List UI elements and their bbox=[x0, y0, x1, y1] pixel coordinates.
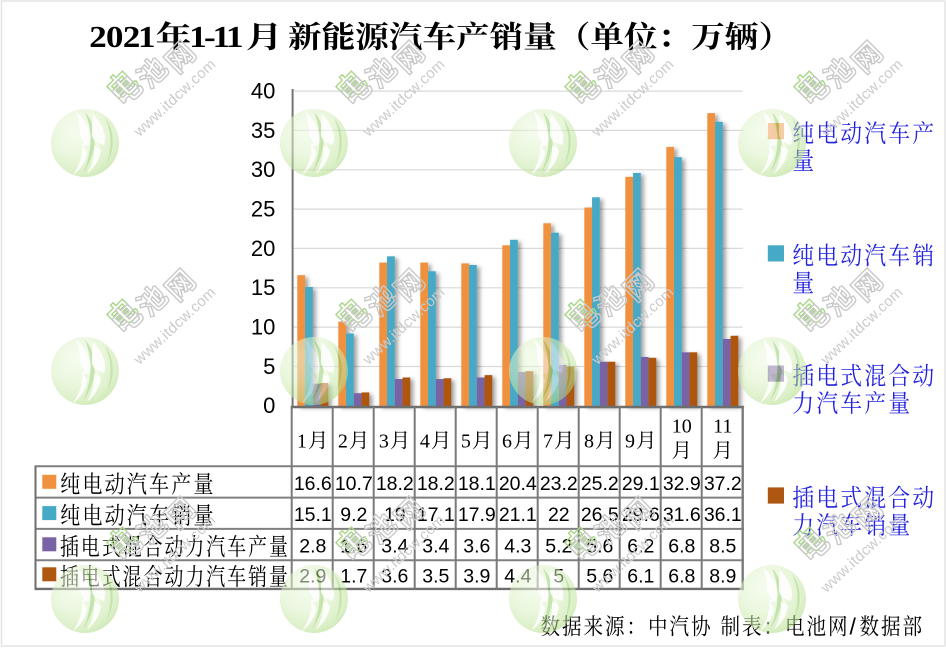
svg-text:6: 6 bbox=[502, 431, 512, 453]
svg-text:17.9: 17.9 bbox=[458, 504, 496, 526]
svg-text:18.2: 18.2 bbox=[417, 473, 455, 495]
svg-text:/: / bbox=[850, 614, 857, 640]
svg-text:5: 5 bbox=[263, 354, 275, 379]
svg-text:8: 8 bbox=[584, 431, 594, 453]
svg-text:18.2: 18.2 bbox=[376, 473, 414, 495]
svg-text:21.1: 21.1 bbox=[499, 504, 537, 526]
svg-text:36.1: 36.1 bbox=[704, 504, 742, 526]
svg-text:3.6: 3.6 bbox=[463, 535, 490, 557]
svg-text:29.1: 29.1 bbox=[622, 473, 660, 495]
svg-text:1: 1 bbox=[297, 431, 307, 453]
svg-text:0: 0 bbox=[263, 393, 275, 418]
svg-text:7: 7 bbox=[543, 431, 553, 453]
svg-text:16.6: 16.6 bbox=[294, 473, 332, 495]
svg-text:17.1: 17.1 bbox=[417, 504, 455, 526]
svg-text:32.9: 32.9 bbox=[663, 473, 701, 495]
svg-text:3.6: 3.6 bbox=[381, 565, 408, 587]
svg-text:10: 10 bbox=[251, 315, 275, 340]
svg-text:40: 40 bbox=[251, 79, 275, 104]
svg-text:6.1: 6.1 bbox=[627, 565, 654, 587]
svg-text:2.8: 2.8 bbox=[299, 535, 326, 557]
svg-text:10.7: 10.7 bbox=[335, 473, 373, 495]
svg-text:18.1: 18.1 bbox=[458, 473, 496, 495]
svg-text:30: 30 bbox=[251, 157, 275, 182]
svg-text:25: 25 bbox=[251, 197, 275, 222]
svg-text:8.9: 8.9 bbox=[709, 565, 736, 587]
svg-text:8.5: 8.5 bbox=[709, 535, 736, 557]
svg-text:20.4: 20.4 bbox=[499, 473, 537, 495]
svg-text:3.5: 3.5 bbox=[422, 565, 449, 587]
svg-text:5: 5 bbox=[461, 431, 471, 453]
svg-text:37.2: 37.2 bbox=[704, 473, 742, 495]
svg-text:9.2: 9.2 bbox=[340, 504, 367, 526]
svg-text:23.2: 23.2 bbox=[540, 473, 578, 495]
svg-text:20: 20 bbox=[251, 236, 275, 261]
svg-text:26.5: 26.5 bbox=[581, 504, 619, 526]
svg-text:31.6: 31.6 bbox=[663, 504, 701, 526]
svg-text:4.3: 4.3 bbox=[504, 535, 531, 557]
svg-text:6.8: 6.8 bbox=[668, 565, 695, 587]
svg-text:5.6: 5.6 bbox=[586, 565, 613, 587]
svg-text:9: 9 bbox=[625, 431, 635, 453]
svg-text:3.9: 3.9 bbox=[463, 565, 490, 587]
svg-text:4: 4 bbox=[420, 431, 430, 453]
svg-text:5.6: 5.6 bbox=[586, 535, 613, 557]
svg-text:25.2: 25.2 bbox=[581, 473, 619, 495]
svg-text:1.7: 1.7 bbox=[340, 565, 367, 587]
svg-text:35: 35 bbox=[251, 118, 275, 143]
svg-text:6.8: 6.8 bbox=[668, 535, 695, 557]
svg-text:5.2: 5.2 bbox=[545, 535, 572, 557]
svg-text:3.4: 3.4 bbox=[422, 535, 449, 557]
svg-text:3: 3 bbox=[379, 431, 389, 453]
svg-text:15: 15 bbox=[251, 275, 275, 300]
svg-text:15.1: 15.1 bbox=[294, 504, 332, 526]
svg-text:22: 22 bbox=[548, 504, 570, 526]
svg-text:3.4: 3.4 bbox=[381, 535, 408, 557]
svg-text:10: 10 bbox=[672, 415, 692, 437]
svg-text:11: 11 bbox=[713, 415, 732, 437]
svg-text:6.2: 6.2 bbox=[627, 535, 654, 557]
svg-text:2: 2 bbox=[338, 431, 348, 453]
